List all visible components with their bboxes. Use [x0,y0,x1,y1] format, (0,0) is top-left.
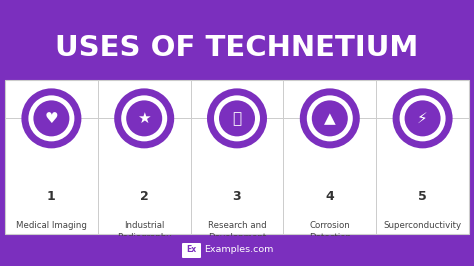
Circle shape [300,88,360,148]
Circle shape [21,88,82,148]
Text: Medical Imaging: Medical Imaging [16,221,87,230]
Text: USES OF TECHNETIUM: USES OF TECHNETIUM [55,34,419,62]
Text: 4: 4 [326,190,334,203]
Text: 1: 1 [47,190,56,203]
Text: 5: 5 [418,190,427,203]
Text: Superconductivity: Superconductivity [383,221,462,230]
Circle shape [307,95,353,141]
Text: ▲: ▲ [324,111,336,126]
Text: Research and
Development: Research and Development [208,221,266,242]
Circle shape [207,88,267,148]
FancyBboxPatch shape [182,243,201,258]
Circle shape [33,100,69,136]
Text: ♥: ♥ [45,111,58,126]
Circle shape [214,95,260,141]
Circle shape [400,95,446,141]
Circle shape [312,100,348,136]
Text: ⚡: ⚡ [417,111,428,126]
Circle shape [219,100,255,136]
Circle shape [405,100,441,136]
FancyBboxPatch shape [0,236,474,266]
Circle shape [121,95,167,141]
Circle shape [126,100,162,136]
Text: 3: 3 [233,190,241,203]
Text: Industrial
Radiography: Industrial Radiography [117,221,172,242]
Circle shape [114,88,174,148]
Text: ★: ★ [137,111,151,126]
FancyBboxPatch shape [5,80,469,234]
Text: ⌕: ⌕ [232,111,242,126]
Text: Ex: Ex [186,246,197,255]
Text: Examples.com: Examples.com [204,246,273,255]
Text: 2: 2 [140,190,148,203]
Circle shape [392,88,453,148]
Text: Corrosion
Detection: Corrosion Detection [309,221,351,242]
Circle shape [28,95,74,141]
